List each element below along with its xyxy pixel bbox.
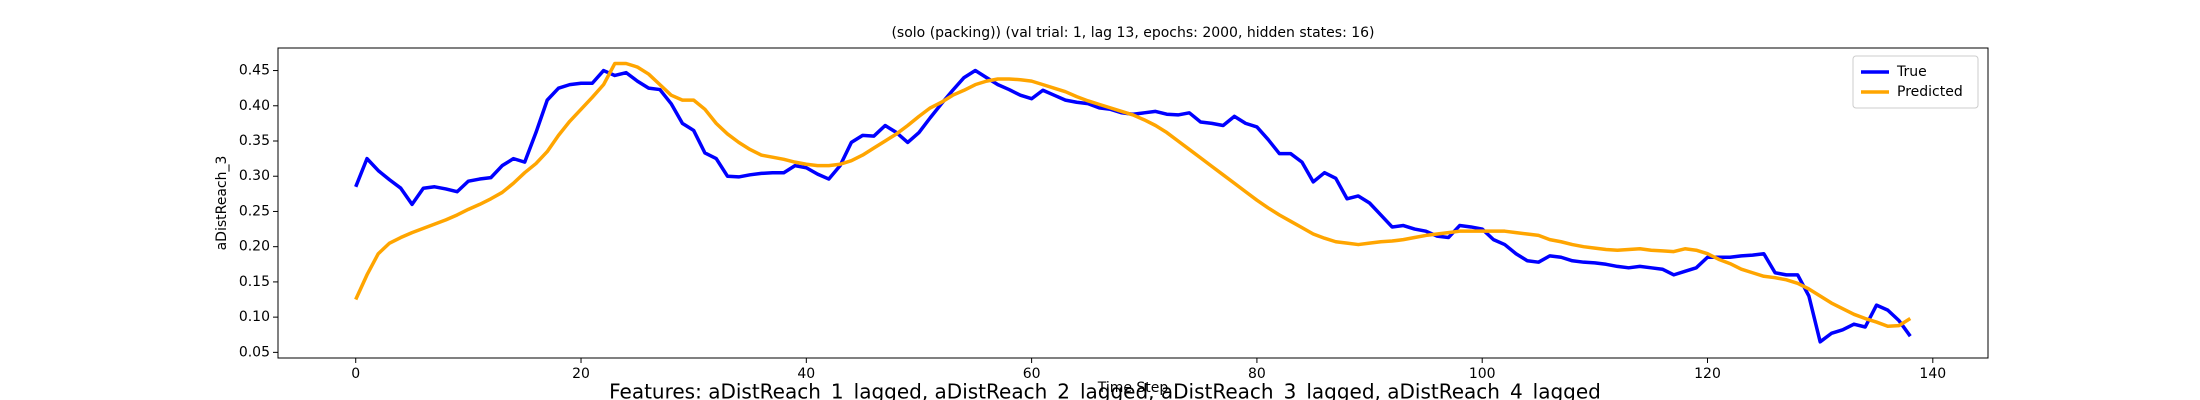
line-series [354,61,1912,329]
x-tick-label: 60 [1023,366,1041,382]
legend-label: Predicted [1897,84,1963,100]
y-axis-label: aDistReach_3 [214,156,230,251]
chart-title: (solo (packing)) (val trial: 1, lag 13, … [891,25,1374,41]
x-tick-label: 140 [1919,366,1946,382]
x-tick-label: 20 [572,366,590,382]
y-tick-label: 0.30 [239,168,270,184]
y-tick-label: 0.40 [239,98,270,114]
y-tick-label: 0.05 [239,344,270,360]
y-tick-label: 0.35 [239,133,270,149]
plot-frame [277,47,1989,359]
x-tick-label: 0 [351,366,360,382]
x-axis-label: Time Step [1097,380,1169,396]
x-tick-label: 100 [1469,366,1496,382]
x-tick-label: 120 [1694,366,1721,382]
y-tick-label: 0.15 [239,274,270,290]
footer: Features: aDistReach_1_lagged, aDistReac… [609,380,1601,400]
y-tick-label: 0.45 [239,63,270,79]
x-tick-label: 80 [1248,366,1266,382]
y-tick-label: 0.25 [239,203,270,219]
legend-label: True [1896,64,1927,80]
line-series [354,68,1912,344]
legend-box [1852,55,1979,109]
y-tick-label: 0.20 [239,239,270,255]
y-tick-label: 0.10 [239,309,270,325]
x-tick-label: 40 [797,366,815,382]
